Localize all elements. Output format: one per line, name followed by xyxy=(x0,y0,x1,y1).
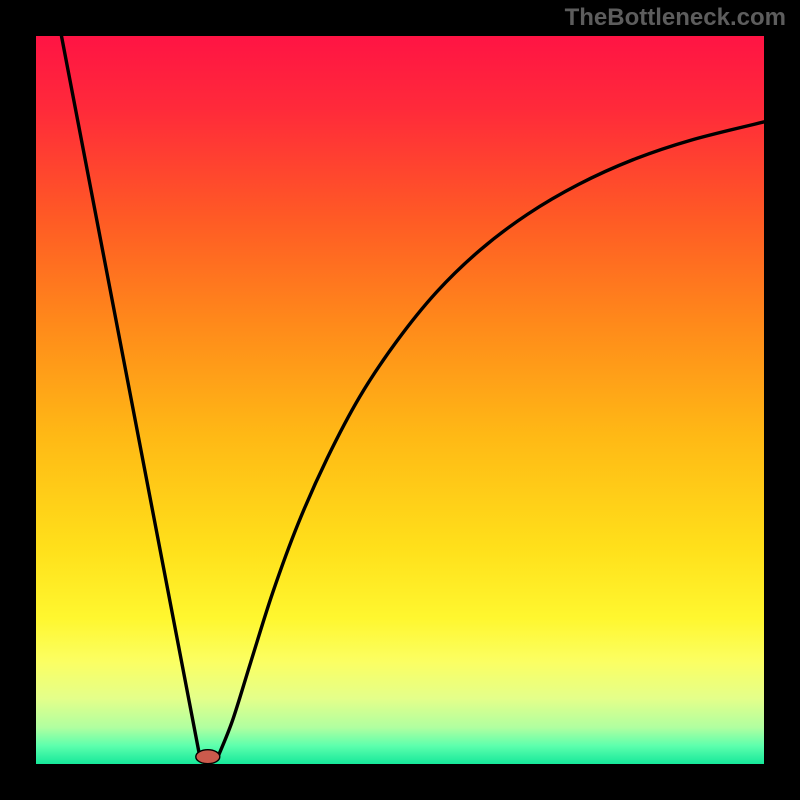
min-marker xyxy=(196,750,220,764)
chart-stage: TheBottleneck.com xyxy=(0,0,800,800)
plot-background xyxy=(36,36,764,764)
watermark-text: TheBottleneck.com xyxy=(565,4,786,32)
chart-svg xyxy=(0,0,800,800)
